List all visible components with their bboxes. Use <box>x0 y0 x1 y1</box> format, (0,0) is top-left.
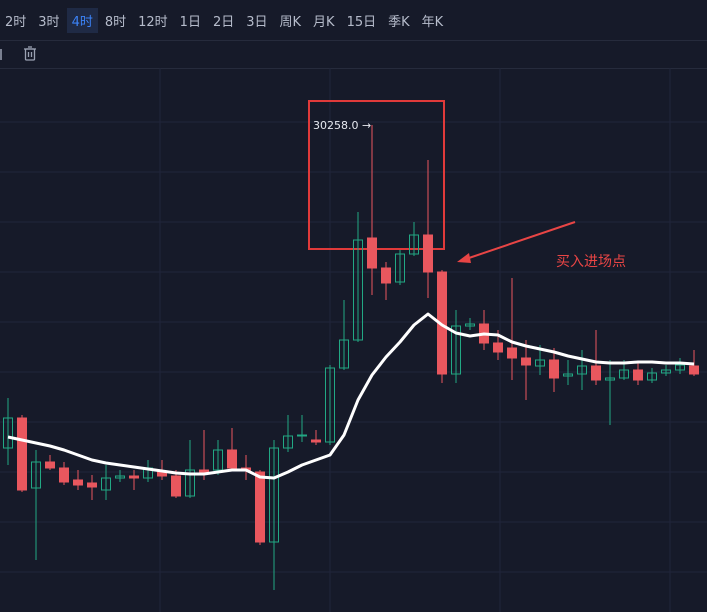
moving-average <box>7 312 695 480</box>
candle-body <box>465 323 475 327</box>
candle-body <box>199 469 209 474</box>
candle-body <box>311 439 321 443</box>
candle-body <box>381 267 391 284</box>
candle-body <box>59 467 69 483</box>
candle-body <box>255 471 265 543</box>
interval-button[interactable]: 月K <box>313 14 335 30</box>
candle-body <box>101 477 111 491</box>
candle-body <box>479 323 489 344</box>
interval-button[interactable]: 2日 <box>212 14 235 30</box>
candle-body <box>213 449 223 471</box>
candle-body <box>73 479 83 486</box>
candle-body <box>241 467 251 471</box>
candle-body <box>45 461 55 469</box>
candle-body <box>591 365 601 381</box>
tool-icons <box>0 46 36 61</box>
candle-body <box>451 325 461 375</box>
interval-button[interactable]: 年K <box>421 14 444 30</box>
candle-body <box>549 359 559 379</box>
candle-body <box>689 365 699 375</box>
candle-body <box>325 367 335 443</box>
candle-body <box>367 237 377 269</box>
interval-button[interactable]: 12时 <box>138 14 168 30</box>
candle-body <box>521 357 531 366</box>
candle-body <box>339 339 349 369</box>
candle-body <box>395 253 405 283</box>
candle-body <box>633 369 643 381</box>
interval-button[interactable]: 15日 <box>346 14 377 30</box>
interval-button[interactable]: 4时 <box>66 7 98 33</box>
candle-body <box>17 417 27 491</box>
candle-body <box>535 359 545 367</box>
interval-button[interactable]: 3日 <box>246 14 268 30</box>
candle-body <box>409 234 419 255</box>
interval-button[interactable]: 1日 <box>179 14 201 30</box>
max-label: 30258.0 → <box>313 119 371 132</box>
grid <box>0 68 707 612</box>
candle-body <box>3 417 13 449</box>
candle-body <box>493 342 503 353</box>
candle-body <box>171 475 181 497</box>
candle-body <box>227 449 237 469</box>
candle-body <box>283 435 293 449</box>
interval-button[interactable]: 8时 <box>104 14 127 30</box>
candle-body <box>297 434 307 437</box>
candle-body <box>563 373 573 377</box>
annotation: 买入进场点 <box>556 254 626 270</box>
trash-icon[interactable] <box>24 46 36 61</box>
tool-bar <box>0 41 707 69</box>
candle-body <box>605 377 615 381</box>
highlight-box <box>308 100 445 250</box>
candle-body <box>31 461 41 489</box>
candle-body <box>619 369 629 379</box>
candle-body <box>143 467 153 479</box>
candle-body <box>577 365 587 375</box>
candle-body <box>269 447 279 543</box>
candle-body <box>157 471 167 477</box>
candle-body <box>115 475 125 479</box>
interval-button[interactable]: 季K <box>388 14 410 30</box>
interval-button[interactable]: 3时 <box>38 14 60 30</box>
candle-body <box>661 369 671 374</box>
interval-button[interactable]: 2时 <box>5 14 27 30</box>
candle-body <box>185 469 195 497</box>
candle-body <box>647 372 657 381</box>
candle-body <box>437 271 447 375</box>
candle-body <box>87 482 97 488</box>
candle-body <box>423 234 433 273</box>
candle-body <box>675 364 685 371</box>
interval-bar: 2时 3时 4时 8时 12时 1日 2日 3日 周K 月K 15日 季K 年K <box>0 0 707 41</box>
candle-body <box>353 239 363 341</box>
candle-body <box>129 475 139 479</box>
annotation-arrow <box>465 221 576 260</box>
candle-body <box>507 347 517 359</box>
interval-button[interactable]: 周K <box>279 14 302 30</box>
arrow-head <box>457 253 471 263</box>
